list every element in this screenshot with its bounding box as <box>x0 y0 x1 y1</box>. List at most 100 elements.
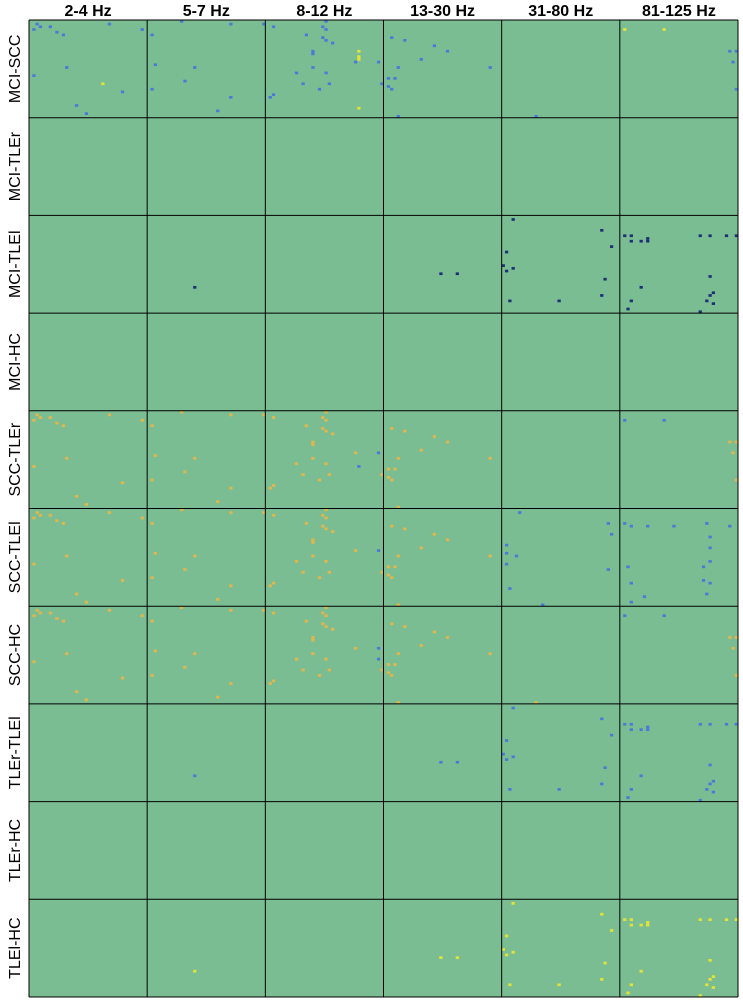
significant-cell <box>38 611 43 615</box>
significant-cell <box>623 418 627 422</box>
significant-cell <box>311 443 315 447</box>
significant-cell <box>179 20 184 23</box>
panel-grid <box>29 20 738 997</box>
row-label: TLEr-TLEl <box>7 716 24 789</box>
significant-cell <box>708 234 712 238</box>
significant-cell <box>705 299 709 303</box>
significant-cell <box>107 511 112 514</box>
significant-cell <box>386 573 391 577</box>
significant-cell <box>353 60 358 64</box>
significant-cell <box>140 418 144 422</box>
significant-cell <box>357 49 361 53</box>
significant-cell <box>609 245 614 248</box>
significant-cell <box>330 530 335 533</box>
panel-background <box>147 117 266 216</box>
column-labels: 2-4 Hz 5-7 Hz 8-12 Hz 13-30 Hz 31-80 Hz 81-12… <box>65 3 716 20</box>
significant-cell <box>600 717 604 721</box>
significant-cell <box>327 668 331 672</box>
significant-cell <box>74 690 79 694</box>
column-label: 2-4 Hz <box>65 3 112 20</box>
significant-cell <box>698 918 702 922</box>
significant-cell <box>662 418 666 422</box>
significant-cell <box>193 969 197 973</box>
significant-cell <box>504 562 509 566</box>
row-label: SCC-TLEl <box>7 521 24 593</box>
significant-cell <box>311 638 315 642</box>
significant-cell <box>357 465 361 468</box>
significant-cell <box>639 728 643 732</box>
significant-cell <box>419 644 423 647</box>
significant-cell <box>150 522 154 525</box>
significant-cell <box>376 657 381 661</box>
significant-cell <box>317 674 322 677</box>
significant-cell <box>311 66 315 69</box>
significant-cell <box>623 722 627 726</box>
panel-background <box>383 410 502 509</box>
significant-cell <box>629 600 633 604</box>
significant-cell <box>153 649 158 653</box>
significant-cell <box>65 456 69 460</box>
significant-cell <box>262 608 266 612</box>
panel-background <box>29 703 148 802</box>
column-label: 81-125 Hz <box>642 3 716 20</box>
significant-cell <box>294 462 299 466</box>
significant-cell <box>708 763 712 767</box>
significant-cell <box>271 581 276 585</box>
significant-cell <box>179 508 184 512</box>
significant-cell <box>55 30 59 34</box>
significant-cell <box>728 636 732 639</box>
panel-background <box>147 899 266 997</box>
significant-cell <box>629 239 633 243</box>
significant-cell <box>311 440 315 444</box>
significant-cell <box>74 494 79 498</box>
significant-cell <box>330 41 335 45</box>
panel-background <box>29 313 148 411</box>
significant-cell <box>705 788 709 791</box>
significant-cell <box>393 663 397 666</box>
significant-cell <box>150 33 154 37</box>
significant-cell <box>445 49 450 53</box>
significant-cell <box>386 76 391 80</box>
significant-cell <box>35 511 39 514</box>
significant-cell <box>488 554 492 558</box>
significant-cell <box>107 413 112 417</box>
significant-cell <box>419 546 423 550</box>
panel-background <box>619 215 738 314</box>
significant-cell <box>271 484 276 487</box>
significant-cell <box>557 983 561 987</box>
significant-cell <box>321 622 325 626</box>
significant-cell <box>557 299 561 303</box>
significant-cell <box>734 918 738 922</box>
significant-cell <box>504 758 509 761</box>
significant-cell <box>646 923 650 927</box>
significant-cell <box>150 619 154 623</box>
column-label: 31-80 Hz <box>528 3 593 20</box>
panel-background <box>29 215 148 314</box>
panel-background <box>501 313 620 411</box>
significant-cell <box>390 87 394 91</box>
panel-background <box>29 410 148 509</box>
significant-cell <box>600 912 604 916</box>
significant-cell <box>609 929 614 932</box>
significant-cell <box>626 307 630 311</box>
row-label: MCI-TLEr <box>7 131 24 201</box>
significant-cell <box>629 923 633 927</box>
significant-cell <box>488 66 492 69</box>
significant-cell <box>380 570 384 574</box>
significant-cell <box>662 614 666 618</box>
significant-cell <box>646 237 650 240</box>
significant-cell <box>61 522 66 525</box>
panel-background <box>265 410 384 509</box>
significant-cell <box>511 218 515 221</box>
panel-background <box>619 20 738 118</box>
panel-background <box>501 899 620 997</box>
significant-cell <box>708 581 712 585</box>
significant-cell <box>48 611 52 615</box>
significant-cell <box>311 538 315 542</box>
significant-cell <box>708 959 712 962</box>
significant-cell <box>229 22 233 26</box>
significant-cell <box>445 440 450 444</box>
significant-cell <box>324 625 328 628</box>
significant-cell <box>514 554 519 558</box>
significant-cell <box>403 38 407 42</box>
